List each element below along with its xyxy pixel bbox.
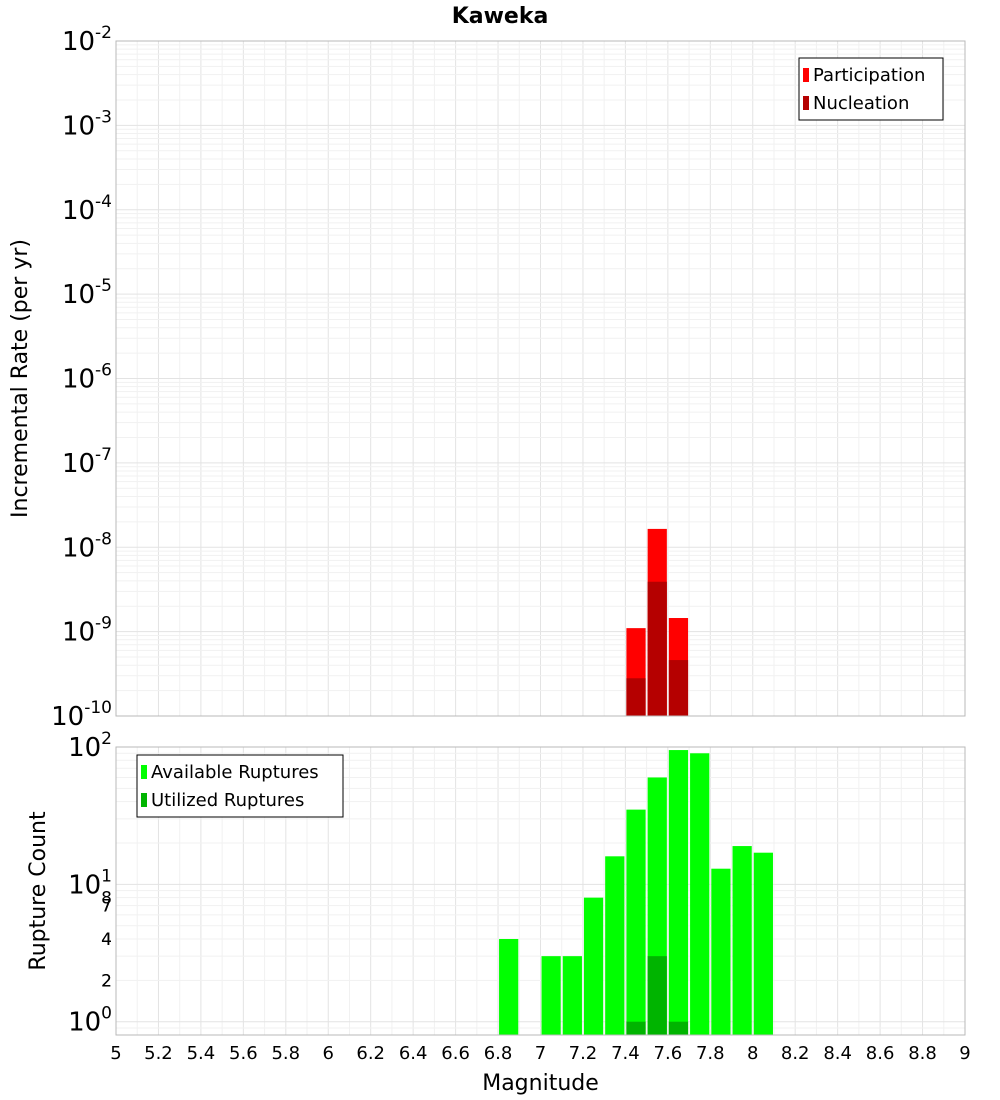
rate-panel-grid	[115, 41, 966, 717]
x-tick-label: 8.4	[823, 1043, 852, 1064]
rate-panel-frame	[115, 40, 966, 717]
bar-overlay-utilized-ruptures	[668, 1021, 689, 1035]
x-tick-label: 6.2	[356, 1043, 385, 1064]
y-tick-label: 2	[101, 971, 112, 991]
y-tick-label: 10-6	[62, 361, 112, 395]
legend-swatch	[803, 96, 809, 110]
legend-swatch	[141, 765, 147, 779]
x-tick-label: 5.2	[144, 1043, 173, 1064]
y-tick-label: 10-3	[62, 107, 112, 141]
magnitude-x-ticks: 5 5.2 5.4 5.6 5.8 6 6.2 6.4 6.6 6.8 7 7.2 7.4 7.6 7.8 8…	[110, 1043, 970, 1064]
bar-available-ruptures	[668, 750, 689, 1035]
bar-available-ruptures	[753, 852, 773, 1035]
y-tick-label: 10-2	[62, 23, 112, 57]
rate-legend: Participation Nucleation	[798, 57, 944, 121]
x-tick-label: 8	[747, 1043, 758, 1064]
y-tick-label: 4	[101, 930, 112, 950]
bar-available-ruptures	[562, 956, 582, 1035]
bar-overlay-nucleation	[647, 581, 667, 716]
y-tick-label: 4	[101, 930, 112, 950]
bar-overlay-utilized-ruptures	[626, 1021, 646, 1035]
x-tick-label: 6.4	[399, 1043, 428, 1064]
x-tick-label: 9	[959, 1043, 970, 1064]
x-tick-label: 5.6	[229, 1043, 258, 1064]
bar-available-ruptures	[626, 809, 646, 1035]
legend-box	[136, 754, 344, 818]
bar-overlay-nucleation	[668, 660, 689, 716]
x-tick-label: 7.8	[696, 1043, 725, 1064]
bar-available-ruptures	[499, 939, 519, 1035]
bar-available-ruptures	[690, 753, 710, 1035]
bar-overlay-utilized-ruptures	[647, 956, 667, 1035]
x-tick-label: 6	[323, 1043, 334, 1064]
y-tick-label: 10-10	[51, 698, 112, 732]
y-tick-label: 10-8	[62, 529, 112, 563]
x-tick-label: 8.8	[908, 1043, 937, 1064]
x-tick-label: 5	[110, 1043, 121, 1064]
magnitude-x-axis-label: Magnitude	[482, 1071, 599, 1096]
rate-panel: 10-2 10-3 10-4 10-5 10-6 10-7 10-8 10-9 10-10 In…	[8, 23, 966, 732]
x-tick-label: 6.6	[441, 1043, 470, 1064]
y-tick-label: 7	[101, 897, 112, 917]
y-tick-label: 100	[68, 1004, 112, 1038]
x-tick-label: 8.2	[781, 1043, 810, 1064]
count-panel-bars	[499, 750, 773, 1035]
rate-y-axis-label: Incremental Rate (per yr)	[8, 239, 33, 518]
y-tick-label: 7	[101, 897, 112, 917]
count-legend: Available Ruptures Utilized Ruptures	[136, 754, 344, 818]
bar-available-ruptures	[711, 868, 731, 1035]
rate-panel-bars	[626, 528, 689, 716]
count-y-axis-label: Rupture Count	[26, 811, 51, 971]
y-tick-label: 2	[101, 971, 112, 991]
x-tick-label: 7.4	[611, 1043, 640, 1064]
bar-available-ruptures	[541, 956, 561, 1035]
y-tick-label: 10-4	[62, 192, 112, 226]
x-tick-label: 5.4	[187, 1043, 216, 1064]
x-tick-label: 7	[535, 1043, 546, 1064]
x-tick-label: 5.8	[271, 1043, 300, 1064]
y-tick-label: 10-5	[62, 276, 112, 310]
legend-label: Participation	[813, 65, 925, 86]
legend-swatch	[803, 68, 809, 82]
y-tick-label: 10-9	[62, 614, 112, 648]
bar-available-ruptures	[583, 897, 604, 1035]
legend-label: Available Ruptures	[151, 762, 319, 783]
bar-available-ruptures	[605, 856, 625, 1035]
y-tick-label: 101	[68, 866, 112, 900]
count-panel-frame	[115, 746, 966, 1036]
y-tick-label: 10-7	[62, 445, 112, 479]
y-tick-label: 102	[68, 729, 112, 763]
chart-title: Kaweka	[452, 4, 549, 29]
bar-available-ruptures	[732, 846, 752, 1035]
x-tick-label: 8.6	[866, 1043, 895, 1064]
x-tick-label: 7.6	[654, 1043, 683, 1064]
legend-box	[798, 57, 944, 121]
legend-swatch	[141, 793, 147, 807]
count-panel-grid	[115, 747, 966, 1036]
legend-label: Utilized Ruptures	[151, 790, 304, 811]
legend-label: Nucleation	[813, 93, 909, 114]
bar-overlay-nucleation	[626, 678, 646, 716]
y-tick-label: 8	[101, 889, 112, 909]
x-tick-label: 6.8	[484, 1043, 513, 1064]
rate-panel-y-ticks: 10-2 10-3 10-4 10-5 10-6 10-7 10-8 10-9 10-10	[51, 23, 112, 732]
x-tick-label: 7.2	[569, 1043, 598, 1064]
